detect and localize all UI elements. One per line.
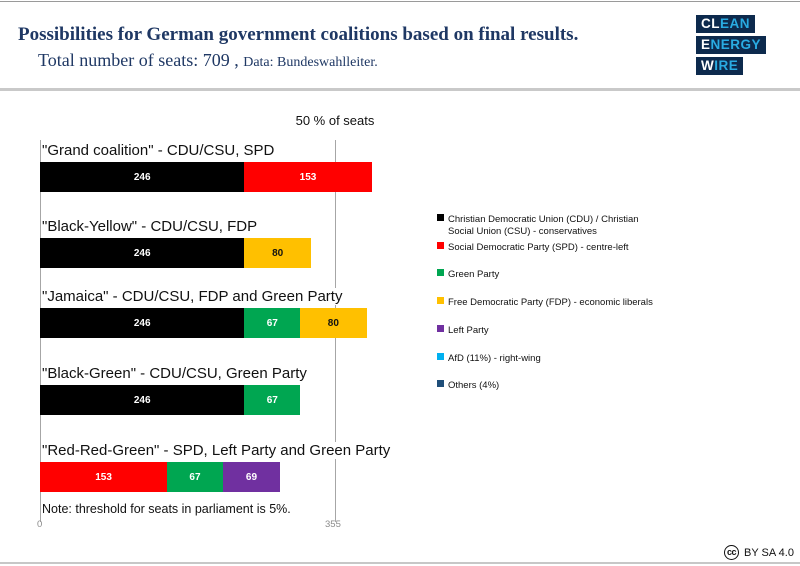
legend-item: Christian Democratic Union (CDU) / Chris… bbox=[437, 214, 658, 238]
subtitle-seats: Total number of seats: 709 , bbox=[38, 50, 239, 70]
coalition-bar: 246 67 80 bbox=[40, 308, 367, 338]
legend-item: Free Democratic Party (FDP) - economic l… bbox=[437, 297, 658, 309]
coalition-label: "Jamaica" - CDU/CSU, FDP and Green Party bbox=[42, 288, 347, 305]
bar-segment: 246 bbox=[40, 238, 245, 268]
coalition-bar: 246 80 bbox=[40, 238, 311, 268]
bar-segment: 246 bbox=[40, 308, 245, 338]
coalition-bar: 246 153 bbox=[40, 162, 372, 192]
license-footer: cc BY SA 4.0 bbox=[724, 545, 794, 560]
chart-note: Note: threshold for seats in parliament … bbox=[42, 502, 291, 516]
bar-segment: 67 bbox=[244, 308, 301, 338]
bar-segment: 246 bbox=[40, 385, 245, 415]
legend-item: Green Party bbox=[437, 269, 658, 281]
legend-label: AfD (11%) - right-wing bbox=[448, 352, 541, 364]
legend-label: Social Democratic Party (SPD) - centre-l… bbox=[448, 241, 629, 253]
legend-color-chip bbox=[437, 352, 444, 360]
coalition-bar: 153 67 69 bbox=[40, 462, 281, 492]
legend-label: Green Party bbox=[448, 269, 500, 281]
coalition-label: "Black-Yellow" - CDU/CSU, FDP bbox=[42, 218, 262, 235]
bar-segment: 80 bbox=[300, 308, 367, 338]
legend-label: Others (4%) bbox=[448, 380, 500, 392]
coalition-bar-chart: 50 % of seats "Grand coalition" - CDU/CS… bbox=[0, 92, 800, 566]
x-tick-355: 355 bbox=[325, 519, 341, 530]
gridline-title: 50 % of seats bbox=[295, 113, 375, 128]
license-text: BY SA 4.0 bbox=[744, 546, 794, 559]
bar-segment: 153 bbox=[244, 162, 372, 192]
legend-color-chip bbox=[437, 380, 444, 388]
header: Possibilities for German government coal… bbox=[0, 2, 800, 91]
logo-row-0: CLEAN bbox=[695, 15, 755, 33]
bar-segment: 67 bbox=[167, 462, 223, 492]
legend-label: Free Democratic Party (FDP) - economic l… bbox=[448, 297, 653, 309]
subtitle-source: Data: Bundeswahlleiter. bbox=[243, 55, 378, 70]
coalition-label: "Red-Red-Green" - SPD, Left Party and Gr… bbox=[42, 442, 395, 459]
logo-row-2: WIRE bbox=[695, 57, 744, 75]
legend-color-chip bbox=[437, 241, 444, 249]
logo-row-1: ENERGY bbox=[695, 36, 766, 54]
page-subtitle: Total number of seats: 709 , Data: Bunde… bbox=[38, 50, 378, 71]
legend-color-chip bbox=[437, 214, 444, 221]
bar-segment: 80 bbox=[244, 238, 311, 268]
coalition-bar: 246 67 bbox=[40, 385, 301, 415]
legend-item: AfD (11%) - right-wing bbox=[437, 352, 658, 365]
card-bottom-edge bbox=[0, 562, 800, 564]
coalition-label: "Grand coalition" - CDU/CSU, SPD bbox=[42, 142, 279, 159]
legend-label: Left Party bbox=[448, 324, 489, 336]
coalition-label: "Black-Green" - CDU/CSU, Green Party bbox=[42, 365, 311, 382]
bar-segment: 67 bbox=[244, 385, 301, 415]
bar-segment: 246 bbox=[40, 162, 245, 192]
bar-segment: 69 bbox=[222, 462, 281, 492]
page-title: Possibilities for German government coal… bbox=[18, 24, 579, 45]
legend-item: Others (4%) bbox=[437, 380, 658, 392]
legend-item: Social Democratic Party (SPD) - centre-l… bbox=[437, 241, 658, 254]
legend-color-chip bbox=[437, 324, 444, 332]
legend-color-chip bbox=[437, 269, 444, 277]
x-tick-0: 0 bbox=[37, 519, 43, 530]
creative-commons-icon: cc bbox=[724, 545, 739, 560]
bar-segment: 153 bbox=[40, 462, 168, 492]
legend-color-chip bbox=[437, 297, 444, 305]
legend-item: Left Party bbox=[437, 324, 658, 337]
legend-label: Christian Democratic Union (CDU) / Chris… bbox=[448, 214, 639, 237]
clean-energy-wire-logo: CLEAN ENERGY WIRE bbox=[695, 15, 766, 75]
